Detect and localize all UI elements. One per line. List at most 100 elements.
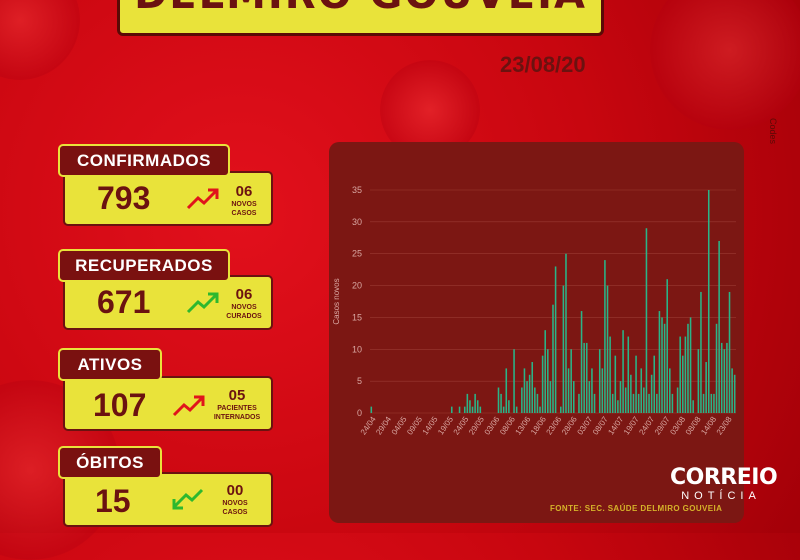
bar [466, 393, 469, 413]
bar [585, 342, 588, 413]
bar [578, 393, 580, 413]
x-tick-label: 13/06 [514, 415, 533, 437]
bar [471, 406, 474, 413]
bar [536, 393, 539, 413]
x-tick-label: 04/05 [390, 415, 409, 437]
bar [474, 393, 476, 413]
brand-logo: CORREIO NOTÍCIA [670, 465, 778, 503]
bar [692, 400, 694, 413]
x-tick-label: 09/05 [405, 415, 424, 437]
x-tick-label: 03/08 [668, 415, 687, 437]
virus-decoration [0, 0, 80, 80]
bar [601, 368, 604, 413]
x-tick-label: 23/08 [715, 415, 734, 437]
y-tick-label: 25 [352, 249, 362, 259]
bar [614, 355, 617, 413]
bar [609, 336, 611, 413]
bar [718, 240, 720, 413]
trend-up-red-icon [172, 395, 205, 417]
card-sub-label: NOVOS CASOS [231, 201, 257, 217]
card-value: 15 [95, 483, 131, 519]
bar [554, 266, 557, 413]
bar [682, 355, 684, 413]
x-tick-label: 24/05 [452, 415, 471, 437]
bar [723, 349, 726, 413]
bar [598, 349, 601, 413]
bar [728, 291, 731, 413]
bar [463, 406, 466, 413]
bar [658, 311, 661, 413]
bar [679, 336, 681, 413]
bar [622, 330, 624, 413]
card-sub-value: 06 [235, 286, 253, 303]
bar [700, 291, 702, 413]
x-tick-label: 08/08 [684, 415, 703, 437]
x-tick-label: 19/05 [436, 415, 455, 437]
trend-up-red-icon [186, 188, 219, 210]
bar [500, 393, 502, 413]
bar [663, 323, 666, 413]
card-value: 793 [97, 180, 151, 216]
side-credit: Codes [768, 118, 778, 145]
brand-main: CORREIO [670, 465, 778, 490]
card-value: 671 [97, 284, 151, 320]
bar [505, 368, 508, 413]
bar [643, 387, 645, 413]
bar [541, 355, 544, 413]
card-sub-label: NOVOS CASOS [222, 500, 248, 516]
y-tick-label: 35 [352, 185, 362, 195]
y-tick-label: 0 [357, 408, 362, 418]
bar [567, 368, 570, 413]
bar [552, 304, 554, 413]
y-tick-label: 5 [357, 376, 362, 386]
bar [544, 330, 546, 413]
bar [497, 387, 500, 413]
x-tick-label: 03/07 [575, 415, 594, 437]
bar [502, 406, 505, 413]
bar [604, 260, 606, 413]
bar [593, 393, 596, 413]
bar [450, 406, 453, 413]
bar [648, 393, 650, 413]
bar [476, 400, 479, 413]
report-date: 23/08/20 [500, 52, 586, 77]
x-tick-label: 29/05 [467, 415, 486, 437]
bar [689, 317, 692, 413]
bar [676, 387, 679, 413]
bar [611, 393, 614, 413]
bar [526, 381, 528, 413]
bar [583, 342, 585, 413]
bar [671, 393, 674, 413]
bar [726, 342, 728, 413]
bar [469, 400, 471, 413]
bar [513, 349, 515, 413]
bar [661, 317, 663, 413]
bar [627, 336, 630, 413]
bar [508, 400, 510, 413]
x-tick-label: 29/04 [374, 415, 393, 437]
title-banner: DELMIRO GOUVEIA [117, 0, 604, 36]
bar [650, 374, 653, 413]
bar [702, 393, 705, 413]
bar [720, 342, 723, 413]
x-tick-label: 19/07 [622, 415, 641, 437]
bar [637, 393, 640, 413]
bar [523, 368, 526, 413]
bar [684, 336, 687, 413]
bar [697, 349, 700, 413]
x-tick-label: 24/07 [637, 415, 656, 437]
y-tick-label: 30 [352, 217, 362, 227]
card-value: 107 [93, 387, 147, 423]
bar [713, 393, 715, 413]
y-tick-label: 10 [352, 344, 362, 354]
card-sub-value: 00 [226, 482, 244, 499]
bar [521, 387, 523, 413]
bar [666, 279, 668, 413]
bar [632, 393, 635, 413]
bar [565, 253, 567, 413]
brand-sub: NOTÍCIA [681, 490, 761, 502]
bar [588, 381, 591, 413]
bar [370, 406, 373, 413]
bar [624, 387, 627, 413]
